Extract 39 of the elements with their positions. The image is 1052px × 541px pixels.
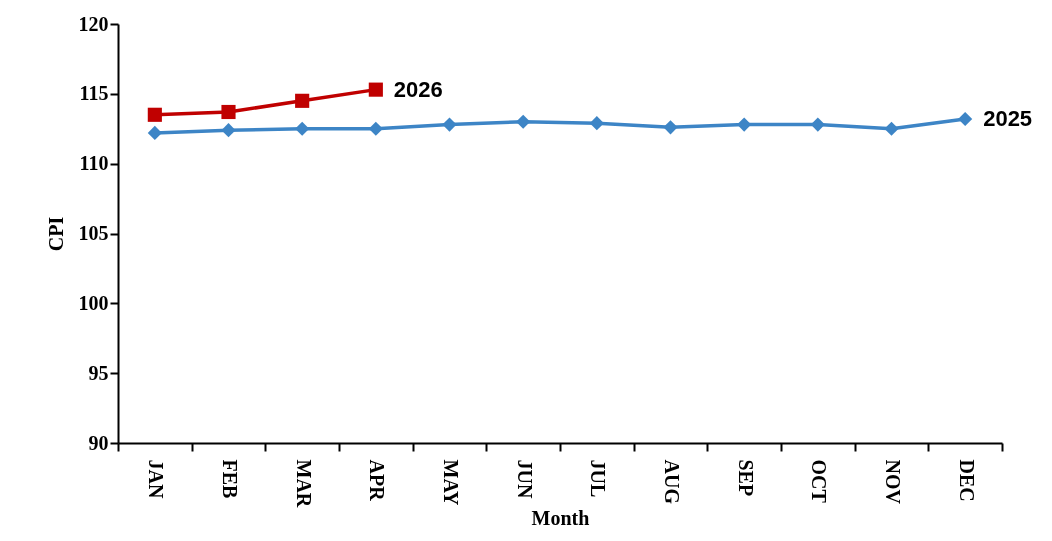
x-tick-label: SEP [734,459,757,497]
y-tick-label: 90 [88,431,109,454]
point [221,104,236,120]
y-tick-label: 110 [79,152,109,175]
x-tick-label: FEB [219,459,241,499]
y-tick-label: 115 [79,82,109,105]
y-axis-title: CPI [44,216,67,252]
x-tick-label: OCT [808,459,831,504]
y-tick-label: 100 [78,291,109,314]
y-tick-label: 105 [78,222,109,244]
point [516,114,531,129]
point [295,121,310,136]
x-tick-label: MAR [292,459,315,508]
x-tick-label: JUL [587,459,610,498]
x-tick-label: JAN [145,459,168,499]
series-label: 2026 [393,76,443,102]
point [442,117,457,132]
x-tick-label: APR [366,459,389,502]
point [295,93,310,108]
point [737,117,752,132]
x-tick-label: NOV [882,459,904,505]
x-tick-label: AUG [661,459,683,505]
x-tick-label: MAY [440,459,462,506]
point [368,121,383,136]
point [810,117,825,132]
y-tick-label: 95 [88,361,109,384]
x-tick-label: JUN [513,459,536,499]
point [663,120,678,135]
point [221,123,236,138]
point [589,116,604,131]
x-axis-title: Month [531,507,590,530]
y-tick-label: 120 [78,12,109,35]
point [147,125,162,141]
x-tick-label: DEC [955,459,978,502]
point [884,121,899,136]
point [147,107,162,122]
series-label: 2025 [983,105,1033,131]
point [958,111,973,127]
point [368,82,383,97]
